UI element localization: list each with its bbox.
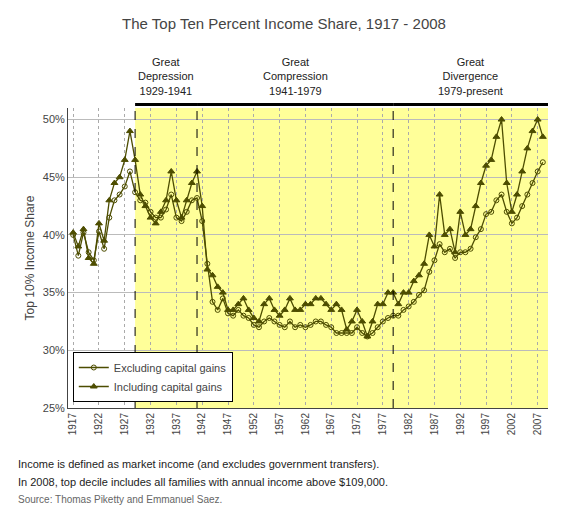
svg-text:1982: 1982 [403, 413, 414, 436]
svg-text:1942: 1942 [196, 413, 207, 436]
svg-text:2002: 2002 [506, 413, 517, 436]
svg-text:1967: 1967 [325, 413, 336, 436]
svg-text:In 2008, top decile includes a: In 2008, top decile includes all familie… [18, 476, 388, 488]
svg-text:Excluding capital gains: Excluding capital gains [114, 362, 226, 374]
svg-text:1952: 1952 [248, 413, 259, 436]
svg-text:2007: 2007 [532, 413, 543, 436]
svg-text:Top 10% Income Share: Top 10% Income Share [23, 195, 37, 320]
svg-text:1927: 1927 [119, 413, 130, 436]
svg-text:30%: 30% [43, 344, 65, 356]
svg-text:35%: 35% [43, 286, 65, 298]
svg-text:25%: 25% [43, 402, 65, 414]
svg-text:1972: 1972 [351, 413, 362, 436]
svg-text:1932: 1932 [145, 413, 156, 436]
svg-text:GreatDepression1929-1941: GreatDepression1929-1941 [138, 56, 194, 97]
svg-text:1962: 1962 [300, 413, 311, 436]
svg-text:Income is defined as market in: Income is defined as market income (and … [18, 458, 379, 470]
svg-text:The Top Ten Percent Income Sha: The Top Ten Percent Income Share, 1917 -… [122, 15, 446, 32]
svg-text:Source: Thomas Piketty and Emm: Source: Thomas Piketty and Emmanuel Saez… [18, 494, 222, 505]
svg-text:1987: 1987 [429, 413, 440, 436]
svg-text:1947: 1947 [222, 413, 233, 436]
svg-text:1937: 1937 [171, 413, 182, 436]
svg-text:GreatDivergence1979-present: GreatDivergence1979-present [438, 56, 503, 97]
svg-text:GreatCompression1941-1979: GreatCompression1941-1979 [263, 56, 328, 97]
svg-text:Including capital gains: Including capital gains [114, 381, 223, 393]
svg-text:1917: 1917 [67, 413, 78, 436]
svg-text:1997: 1997 [480, 413, 491, 436]
svg-text:45%: 45% [43, 171, 65, 183]
svg-text:1977: 1977 [377, 413, 388, 436]
svg-text:50%: 50% [43, 113, 65, 125]
svg-text:40%: 40% [43, 229, 65, 241]
svg-text:1957: 1957 [274, 413, 285, 436]
svg-text:1992: 1992 [455, 413, 466, 436]
svg-text:1922: 1922 [93, 413, 104, 436]
